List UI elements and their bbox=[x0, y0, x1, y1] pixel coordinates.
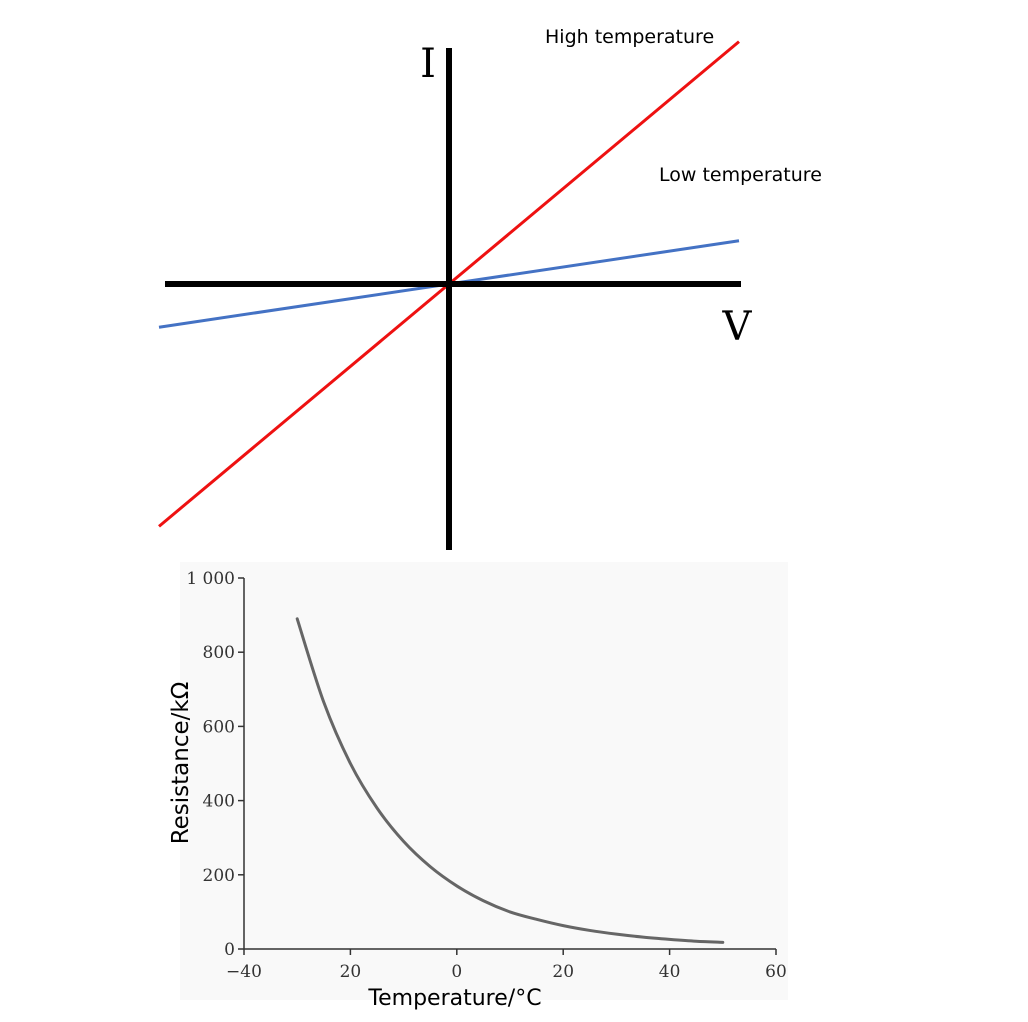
rt-plot-background bbox=[180, 562, 788, 1000]
iv-series-label-high: High temperature bbox=[545, 26, 714, 48]
rt-x-tick-label: 0 bbox=[451, 962, 462, 982]
rt-y-tick-label: 400 bbox=[203, 792, 235, 812]
rt-y-tick-label: 1 000 bbox=[186, 569, 235, 589]
rt-x-tick-label: 60 bbox=[765, 962, 787, 982]
rt-y-tick-label: 0 bbox=[224, 940, 235, 960]
rt-series-curve bbox=[295, 617, 725, 944]
iv-x-label: V bbox=[722, 304, 753, 350]
rt-x-tick-label: 40 bbox=[659, 962, 681, 982]
rt-x-tick-label: −40 bbox=[226, 962, 262, 982]
rt-x-tick-label: 20 bbox=[340, 962, 362, 982]
iv-chart: I V High temperature Low temperature bbox=[158, 26, 822, 550]
rt-y-tick-label: 800 bbox=[203, 643, 235, 663]
rt-x-label: Temperature/°C bbox=[367, 986, 541, 1011]
rt-x-tick-label: 20 bbox=[552, 962, 574, 982]
rt-y-label: Resistance/kΩ bbox=[168, 682, 194, 845]
iv-y-label: I bbox=[420, 41, 436, 87]
rt-y-tick-label: 600 bbox=[203, 717, 235, 737]
iv-series-label-low: Low temperature bbox=[659, 164, 822, 186]
rt-series-group bbox=[295, 617, 725, 944]
rt-y-tick-label: 200 bbox=[203, 866, 235, 886]
